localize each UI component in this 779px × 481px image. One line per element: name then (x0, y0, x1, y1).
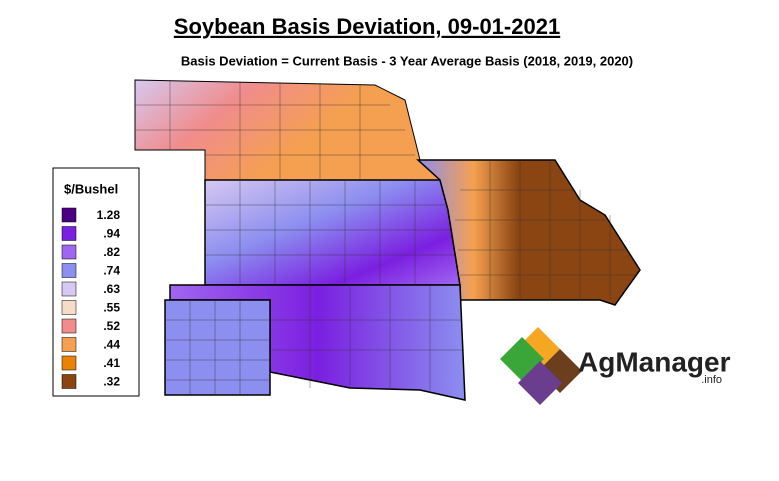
legend-swatch (61, 207, 77, 223)
logo-tile (518, 361, 562, 405)
legend-swatch (61, 300, 77, 315)
legend-swatch (61, 355, 77, 371)
legend-label: .63 (103, 282, 120, 296)
subtitle: Basis Deviation = Current Basis - 3 Year… (181, 53, 633, 68)
title: Soybean Basis Deviation, 09-01-2021 (174, 14, 560, 39)
legend-title: $/Bushel (64, 181, 118, 196)
legend-swatch (61, 318, 77, 334)
legend-label: .94 (103, 227, 120, 241)
legend-label: .52 (103, 319, 120, 333)
logo-name: AgManager (578, 346, 731, 377)
legend-label: .74 (103, 264, 120, 278)
legend-swatch (61, 337, 77, 352)
kansas (204, 179, 461, 286)
legend-swatch (61, 226, 77, 241)
legend-label: .44 (103, 338, 120, 352)
legend-label: .82 (103, 245, 120, 259)
legend-swatch (61, 281, 77, 297)
logo-suffix: .info (701, 374, 722, 386)
legend-swatch (61, 263, 77, 278)
legend: $/Bushel 1.28 .94 .82 .74 .63 .55 .52 .44 .41 .32 (61, 181, 121, 389)
county-grid (135, 80, 635, 395)
logo: AgManager .info (500, 327, 731, 405)
legend-label: .55 (103, 301, 120, 315)
legend-label: 1.28 (97, 208, 121, 222)
legend-label: .32 (103, 375, 120, 389)
legend-swatch (61, 374, 77, 389)
missouri (416, 159, 641, 306)
legend-swatch (61, 244, 77, 260)
legend-label: .41 (103, 356, 120, 370)
panhandle (164, 299, 271, 396)
